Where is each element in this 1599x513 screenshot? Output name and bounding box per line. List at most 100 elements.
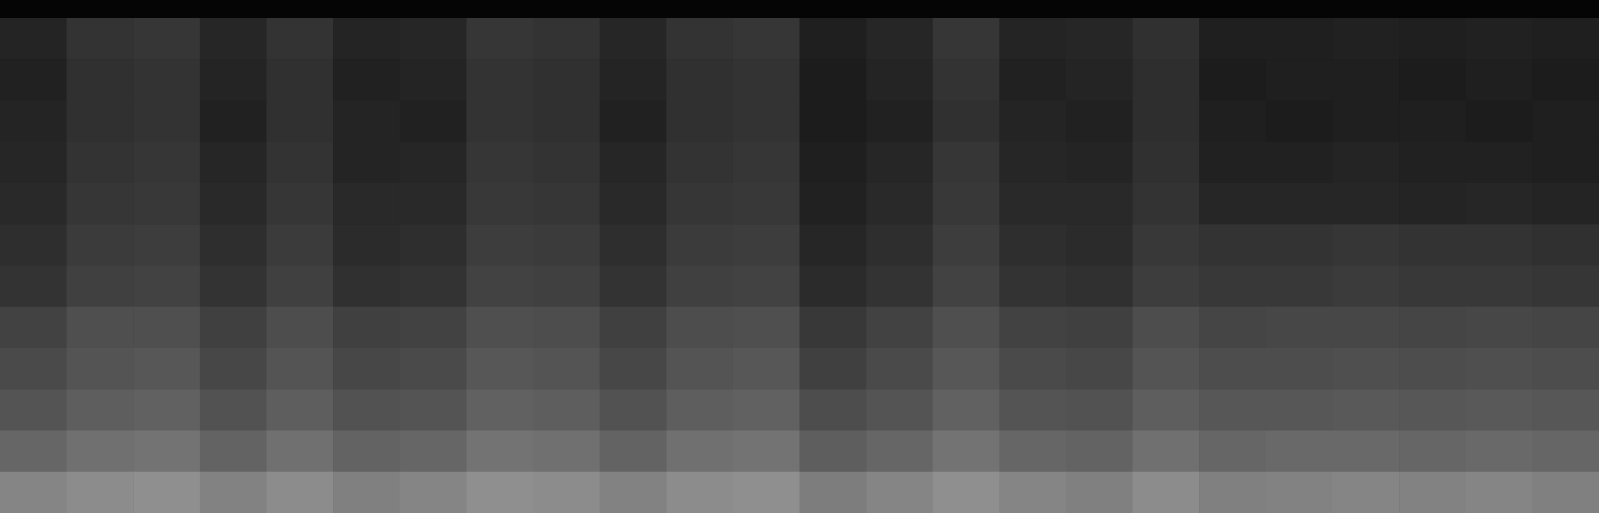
cell bbox=[1532, 183, 1599, 225]
cell bbox=[400, 431, 467, 473]
cell bbox=[733, 18, 800, 60]
cell bbox=[933, 472, 1000, 513]
cell bbox=[333, 348, 400, 390]
cell bbox=[1333, 101, 1400, 143]
cell bbox=[600, 431, 667, 473]
background bbox=[0, 0, 1599, 513]
cell bbox=[1399, 389, 1466, 431]
cell bbox=[67, 18, 134, 60]
cell bbox=[67, 183, 134, 225]
cell bbox=[133, 59, 200, 101]
cell bbox=[866, 348, 933, 390]
cell bbox=[666, 389, 733, 431]
cell bbox=[1532, 101, 1599, 143]
cell bbox=[133, 183, 200, 225]
spectrogram bbox=[0, 0, 1599, 513]
cell bbox=[600, 59, 667, 101]
cell bbox=[800, 389, 867, 431]
cell bbox=[133, 348, 200, 390]
cell bbox=[1333, 431, 1400, 473]
cell bbox=[1199, 348, 1266, 390]
cell bbox=[1066, 307, 1133, 349]
cell bbox=[800, 307, 867, 349]
cell bbox=[533, 431, 600, 473]
cell bbox=[800, 142, 867, 184]
cell bbox=[267, 101, 334, 143]
cell bbox=[1333, 183, 1400, 225]
cell bbox=[933, 101, 1000, 143]
cell bbox=[1466, 183, 1533, 225]
cell bbox=[999, 183, 1066, 225]
cell bbox=[866, 183, 933, 225]
cell bbox=[67, 389, 134, 431]
cell bbox=[400, 307, 467, 349]
cell bbox=[466, 472, 533, 513]
cell bbox=[0, 431, 67, 473]
cell bbox=[466, 307, 533, 349]
cell bbox=[400, 59, 467, 101]
cell bbox=[67, 307, 134, 349]
cell bbox=[1199, 18, 1266, 60]
cell bbox=[866, 307, 933, 349]
cell bbox=[0, 101, 67, 143]
cell bbox=[533, 389, 600, 431]
cell bbox=[67, 101, 134, 143]
cell bbox=[1133, 431, 1200, 473]
cell bbox=[333, 142, 400, 184]
cell bbox=[0, 472, 67, 513]
cell bbox=[200, 348, 267, 390]
cell bbox=[133, 18, 200, 60]
cell bbox=[1133, 348, 1200, 390]
cell bbox=[333, 183, 400, 225]
cell bbox=[533, 266, 600, 308]
cell bbox=[666, 101, 733, 143]
cell bbox=[533, 307, 600, 349]
cell bbox=[267, 224, 334, 266]
cell bbox=[133, 472, 200, 513]
cell bbox=[466, 389, 533, 431]
cell bbox=[1532, 472, 1599, 513]
cell bbox=[999, 472, 1066, 513]
cell bbox=[267, 266, 334, 308]
cell bbox=[400, 348, 467, 390]
cell bbox=[1199, 142, 1266, 184]
cell bbox=[67, 142, 134, 184]
cell bbox=[400, 101, 467, 143]
cell bbox=[533, 472, 600, 513]
cell bbox=[533, 18, 600, 60]
cell bbox=[1266, 18, 1333, 60]
cell bbox=[1466, 266, 1533, 308]
cell bbox=[333, 18, 400, 60]
cell bbox=[267, 389, 334, 431]
cell bbox=[1066, 183, 1133, 225]
cell bbox=[866, 142, 933, 184]
cell bbox=[466, 59, 533, 101]
cell bbox=[200, 307, 267, 349]
cell bbox=[866, 431, 933, 473]
cell bbox=[0, 348, 67, 390]
cell bbox=[0, 307, 67, 349]
cell bbox=[800, 183, 867, 225]
cell bbox=[1133, 18, 1200, 60]
cell bbox=[666, 472, 733, 513]
cell bbox=[866, 472, 933, 513]
cell bbox=[666, 266, 733, 308]
cell bbox=[533, 348, 600, 390]
cell bbox=[1266, 348, 1333, 390]
cell bbox=[933, 224, 1000, 266]
cell bbox=[0, 142, 67, 184]
cell bbox=[466, 18, 533, 60]
cell bbox=[133, 431, 200, 473]
cell bbox=[466, 266, 533, 308]
cell bbox=[1466, 18, 1533, 60]
cell bbox=[1266, 101, 1333, 143]
cell bbox=[0, 18, 67, 60]
cell bbox=[1199, 431, 1266, 473]
cell bbox=[67, 348, 134, 390]
cell bbox=[200, 266, 267, 308]
cell bbox=[0, 183, 67, 225]
cell bbox=[733, 389, 800, 431]
cell bbox=[733, 431, 800, 473]
cell bbox=[1133, 142, 1200, 184]
cell bbox=[999, 348, 1066, 390]
